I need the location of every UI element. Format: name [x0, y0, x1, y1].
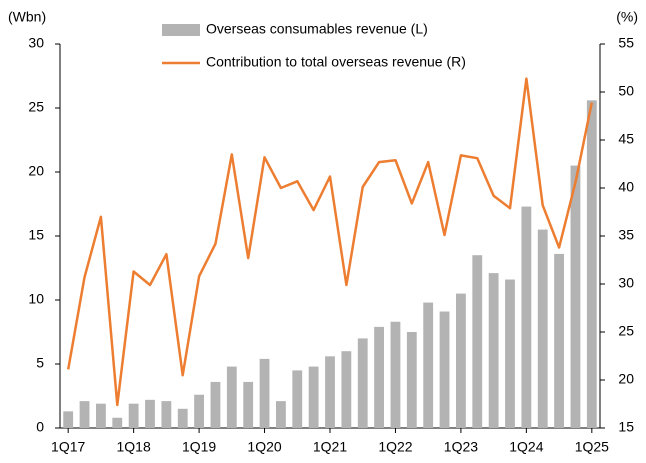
bar — [128, 403, 139, 428]
bar — [161, 401, 172, 428]
x-tick-label: 1Q20 — [247, 439, 281, 455]
y-tick-label: 25 — [28, 99, 44, 115]
y-tick-label: 30 — [28, 35, 44, 51]
bar — [145, 399, 155, 428]
bar — [341, 351, 352, 428]
x-tick-label: 1Q19 — [182, 439, 216, 455]
legend-swatch — [162, 24, 200, 36]
bar — [439, 311, 450, 428]
bar — [112, 417, 123, 428]
bar — [456, 293, 466, 428]
bar — [521, 206, 532, 428]
bar — [243, 381, 254, 428]
bar — [570, 165, 581, 428]
bar — [194, 394, 204, 428]
bar — [276, 401, 286, 428]
y2-tick-label: 15 — [618, 419, 634, 435]
y-axis-label: (Wbn) — [8, 9, 46, 25]
legend-label: Overseas consumables revenue (L) — [206, 21, 428, 37]
legend-label: Contribution to total overseas revenue (… — [206, 54, 466, 70]
bar — [226, 366, 237, 428]
bar — [537, 229, 548, 428]
bar — [308, 366, 319, 428]
bar — [325, 356, 335, 428]
bar — [488, 273, 499, 428]
bar — [63, 411, 74, 428]
y-tick-label: 20 — [28, 163, 44, 179]
bar — [259, 358, 270, 428]
y-tick-label: 10 — [28, 291, 44, 307]
bar — [292, 370, 303, 428]
bar — [423, 302, 434, 428]
x-tick-label: 1Q17 — [51, 439, 85, 455]
y2-tick-label: 55 — [618, 35, 634, 51]
x-tick-label: 1Q21 — [313, 439, 347, 455]
x-tick-label: 1Q25 — [575, 439, 609, 455]
x-tick-label: 1Q22 — [378, 439, 412, 455]
bar — [79, 401, 90, 428]
bar — [96, 403, 106, 428]
y2-tick-label: 25 — [618, 323, 634, 339]
y2-tick-label: 45 — [618, 131, 634, 147]
bar — [390, 321, 401, 428]
x-tick-label: 1Q23 — [444, 439, 478, 455]
y2-tick-label: 30 — [618, 275, 634, 291]
bar — [177, 408, 188, 428]
bar — [554, 253, 564, 428]
y-tick-label: 5 — [36, 355, 44, 371]
line — [66, 77, 594, 407]
x-tick-label: 1Q24 — [509, 439, 543, 455]
y2-tick-label: 40 — [618, 179, 634, 195]
bar — [505, 279, 515, 428]
y2-tick-label: 35 — [618, 227, 634, 243]
y2-axis-label: (%) — [616, 9, 638, 25]
bar — [357, 338, 368, 428]
bar — [406, 332, 417, 428]
bar — [210, 381, 221, 428]
bar — [472, 255, 483, 428]
y2-tick-label: 50 — [618, 83, 634, 99]
y-tick-label: 0 — [36, 419, 44, 435]
x-tick-label: 1Q18 — [117, 439, 151, 455]
bar — [586, 100, 597, 428]
bar — [374, 326, 384, 428]
y2-tick-label: 20 — [618, 371, 634, 387]
y-tick-label: 15 — [28, 227, 44, 243]
